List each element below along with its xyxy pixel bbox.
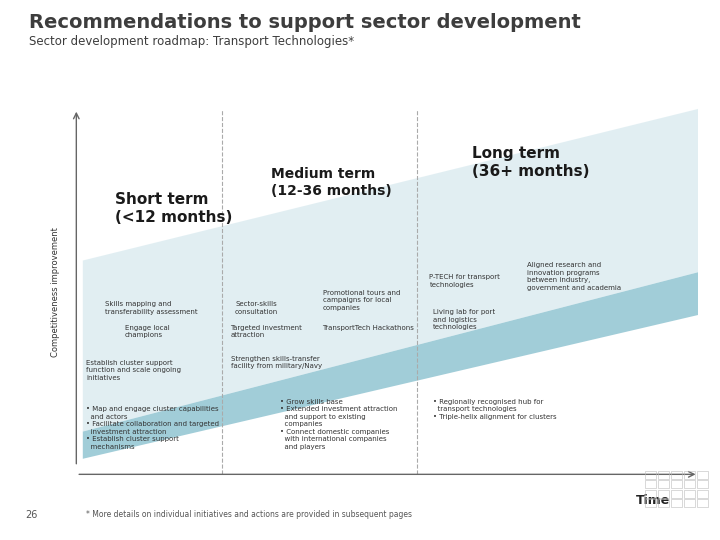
- Bar: [684, 490, 695, 498]
- Text: Time: Time: [636, 494, 670, 507]
- Text: Long term
(36+ months): Long term (36+ months): [472, 146, 589, 179]
- Bar: [645, 499, 656, 507]
- Text: 26: 26: [25, 510, 37, 521]
- Text: Skills mapping and
transferability assessment: Skills mapping and transferability asses…: [106, 301, 198, 315]
- Bar: [658, 499, 669, 507]
- Text: Sector development roadmap: Transport Technologies*: Sector development roadmap: Transport Te…: [29, 35, 354, 48]
- Bar: [671, 490, 682, 498]
- Text: Aligned research and
innovation programs
between industry,
government and academ: Aligned research and innovation programs…: [526, 262, 621, 291]
- Text: Engage local
champions: Engage local champions: [125, 325, 170, 338]
- Bar: [684, 480, 695, 488]
- Text: • Grow skills base
• Extended investment attraction
  and support to existing
  : • Grow skills base • Extended investment…: [281, 399, 398, 449]
- Bar: [658, 471, 669, 479]
- Text: Recommendations to support sector development: Recommendations to support sector develo…: [29, 14, 580, 32]
- Text: Medium term
(12-36 months): Medium term (12-36 months): [271, 167, 392, 198]
- Text: Strengthen skills-transfer
facility from military/Navy: Strengthen skills-transfer facility from…: [230, 356, 322, 369]
- Text: TransportTech Hackathons: TransportTech Hackathons: [323, 325, 415, 330]
- Text: Establish cluster support
function and scale ongoing
initiatives: Establish cluster support function and s…: [86, 360, 181, 381]
- Text: Living lab for port
and logistics
technologies: Living lab for port and logistics techno…: [433, 309, 495, 330]
- Text: * More details on individual initiatives and actions are provided in subsequent : * More details on individual initiatives…: [86, 510, 413, 519]
- Bar: [697, 480, 708, 488]
- Bar: [684, 471, 695, 479]
- Bar: [697, 490, 708, 498]
- Bar: [645, 480, 656, 488]
- Bar: [671, 499, 682, 507]
- Text: Promotional tours and
campaigns for local
companies: Promotional tours and campaigns for loca…: [323, 289, 400, 310]
- Text: • Map and engage cluster capabilities
  and actors
• Facilitate collaboration an: • Map and engage cluster capabilities an…: [86, 406, 219, 450]
- Text: P-TECH for transport
technologies: P-TECH for transport technologies: [429, 274, 500, 288]
- Text: Competitiveness improvement: Competitiveness improvement: [51, 227, 60, 356]
- Polygon shape: [83, 109, 698, 431]
- Text: Sector-skills
consultation: Sector-skills consultation: [235, 301, 279, 315]
- Bar: [645, 471, 656, 479]
- Bar: [658, 480, 669, 488]
- Bar: [671, 480, 682, 488]
- Bar: [671, 471, 682, 479]
- Bar: [658, 490, 669, 498]
- Bar: [697, 499, 708, 507]
- Bar: [697, 471, 708, 479]
- Text: Short term
(<12 months): Short term (<12 months): [115, 192, 233, 226]
- Text: Targeted investment
attraction: Targeted investment attraction: [230, 325, 302, 338]
- Bar: [645, 490, 656, 498]
- Bar: [684, 499, 695, 507]
- Polygon shape: [83, 272, 698, 459]
- Text: • Regionally recognised hub for
  transport technologies
• Triple-helix alignmen: • Regionally recognised hub for transpor…: [433, 399, 557, 420]
